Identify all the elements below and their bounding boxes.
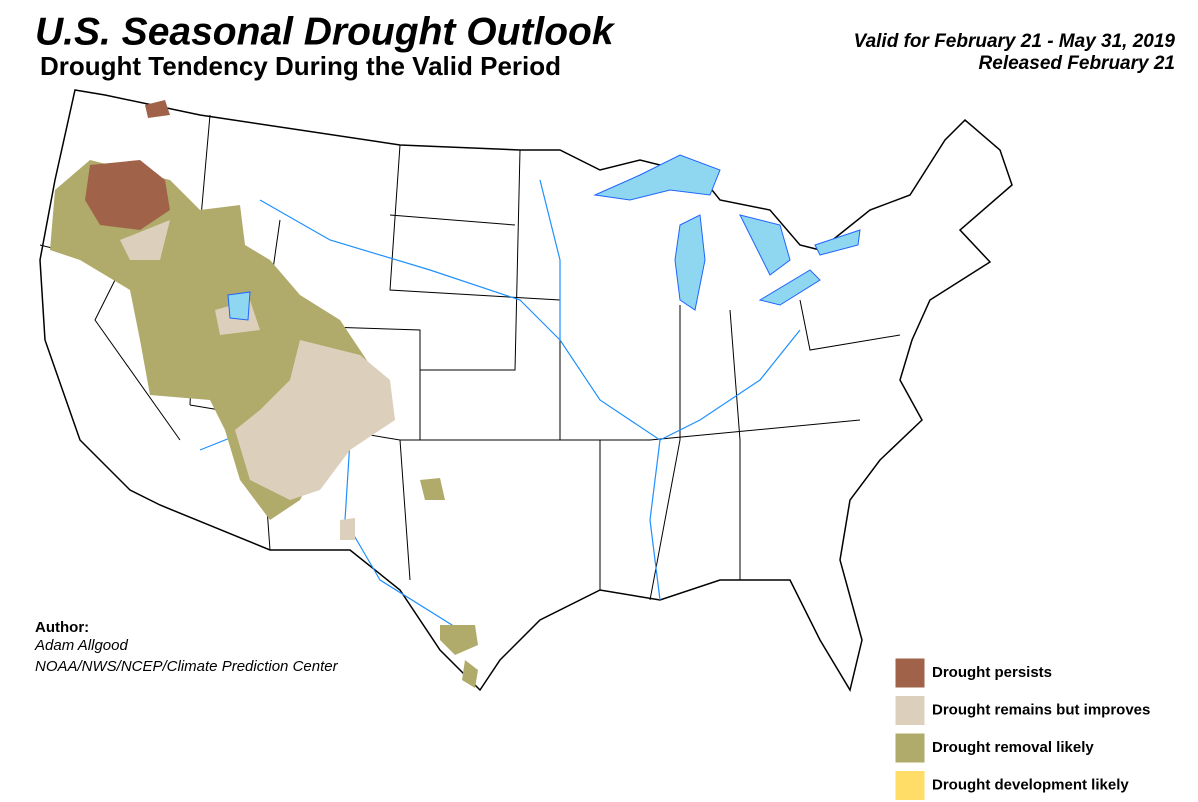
drought-persists-area (85, 100, 170, 230)
drought-improves-area (120, 220, 395, 540)
legend-swatch (894, 657, 926, 689)
legend-label: Drought removal likely (932, 739, 1094, 756)
legend-swatch (894, 695, 926, 726)
legend-swatch (894, 732, 926, 764)
valid-period: Valid for February 21 - May 31, 2019 (854, 31, 1176, 52)
legend-label: Drought persists (932, 664, 1052, 681)
title: U.S. Seasonal Drought Outlook (35, 10, 616, 53)
subtitle: Drought Tendency During the Valid Period (40, 51, 561, 81)
drought-removal-texas (420, 478, 478, 688)
author-name: Adam Allgood (34, 637, 128, 654)
legend-swatch (894, 770, 926, 801)
great-lakes (227, 154, 861, 321)
legend-label: Drought development likely (932, 776, 1129, 793)
legend-label: Drought remains but improves (932, 701, 1150, 718)
release-date: Released February 21 (979, 53, 1175, 74)
legend: Drought persists Drought remains but impr… (894, 657, 1150, 801)
author-label: Author: (35, 619, 89, 636)
author-organization: NOAA/NWS/NCEP/Climate Prediction Center (35, 658, 339, 675)
